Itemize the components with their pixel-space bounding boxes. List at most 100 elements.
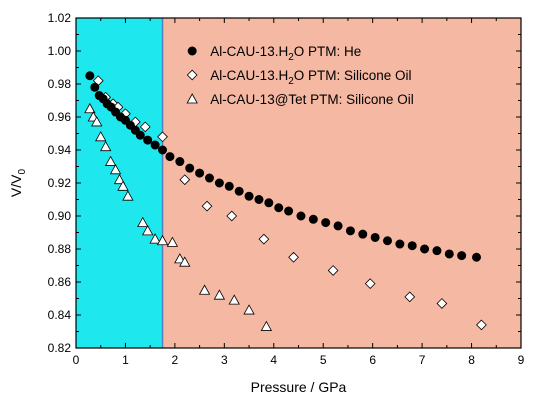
legend-marker-1: [187, 46, 197, 56]
y-tick-label: 0.88: [48, 242, 72, 256]
series-2-point: [139, 121, 151, 133]
legend-label-part: O PTM: He: [294, 44, 362, 59]
series-1-point: [264, 198, 274, 208]
series-3-point: [142, 225, 154, 236]
y-tick-label: 0.98: [48, 77, 72, 91]
plot-frame: [75, 17, 522, 349]
data-markers: [84, 71, 487, 331]
series-3-point: [91, 116, 103, 127]
y-axis-title-subscript: 0: [17, 168, 28, 174]
legend-label-2: Al-CAU-13.H2O PTM: Silicone Oil: [210, 68, 411, 87]
series-1-point: [254, 195, 264, 204]
series-1-point: [274, 203, 284, 213]
series-1-point: [383, 236, 392, 246]
series-1-point: [358, 229, 368, 239]
series-1-point: [444, 249, 454, 259]
x-tick-label: 4: [270, 353, 277, 367]
series-1-point: [472, 252, 481, 262]
series-2-point: [327, 265, 339, 276]
x-axis-title: Pressure / GPa: [251, 379, 347, 395]
x-tick-label: 2: [172, 353, 179, 367]
x-tick-label: 5: [320, 353, 327, 367]
legend-label-part: O PTM: Silicone Oil: [294, 68, 412, 83]
series-1-point: [284, 206, 294, 216]
series-1-point: [85, 71, 95, 81]
legend-label-part: 2: [288, 52, 294, 63]
series-2-point: [404, 291, 416, 303]
y-tick-label: 0.86: [48, 275, 72, 289]
x-tick-label: 9: [518, 353, 525, 367]
series-3-point: [109, 163, 122, 175]
x-tick-label: 1: [122, 353, 129, 367]
series-1-point: [165, 152, 175, 162]
y-tick-label: 1.02: [48, 11, 72, 25]
legend-label-part: Al-CAU-13.H: [210, 44, 288, 59]
series-3-point: [149, 233, 161, 244]
series-1-point: [296, 211, 306, 221]
series-1-point: [370, 232, 380, 242]
series-3-point: [260, 320, 273, 331]
series-3-point: [228, 294, 240, 305]
y-tick-label: 0.92: [48, 176, 72, 190]
series-3-point: [84, 102, 96, 114]
y-tick-label: 0.90: [48, 209, 72, 223]
series-1-point: [205, 173, 214, 183]
series-1-point: [185, 163, 195, 173]
legend-marker-3: [186, 93, 198, 104]
y-tick-label: 0.94: [48, 143, 72, 157]
series-1-point: [457, 251, 467, 261]
x-axis-ticks: 0 1 2 3 4 5 6 7 8 9: [73, 18, 525, 367]
series-3-point: [104, 155, 117, 166]
series-3-point: [166, 236, 179, 247]
series-1-point: [195, 168, 205, 178]
series-3-point: [174, 253, 186, 264]
series-1-point: [143, 135, 153, 145]
series-1-point: [150, 140, 160, 150]
series-1-point: [420, 244, 430, 254]
series-3-point: [95, 130, 107, 142]
y-tick-label: 0.82: [48, 341, 72, 355]
series-1-point: [333, 221, 343, 231]
series-1-point: [234, 186, 244, 196]
series-2-point: [226, 210, 238, 222]
x-tick-label: 3: [221, 353, 228, 367]
series-1-point: [135, 130, 145, 140]
series-1-point: [395, 239, 405, 249]
legend-marker-2: [186, 69, 198, 81]
x-tick-label: 7: [419, 353, 426, 367]
legend-label-3: Al-CAU-13@Tet PTM: Silicone Oil: [210, 92, 414, 107]
series-3-point: [243, 304, 255, 315]
series-2-point: [157, 131, 168, 143]
legend-label-part: 2: [288, 76, 294, 87]
series-2-point: [476, 319, 487, 331]
series-1-point: [308, 214, 318, 224]
series-1-point: [321, 218, 331, 228]
series-3-point: [179, 256, 191, 267]
series-1-point: [224, 181, 234, 191]
x-tick-label: 6: [369, 353, 376, 367]
y-tick-label: 0.84: [48, 308, 72, 322]
legend-label-part: Al-CAU-13@Tet PTM: Silicone Oil: [210, 92, 414, 107]
x-tick-label: 8: [468, 353, 475, 367]
series-3-point: [156, 234, 169, 246]
y-axis-title-base: V/V: [8, 174, 24, 197]
series-3-point: [198, 284, 211, 295]
y-tick-label: 1.00: [48, 44, 72, 58]
series-2-point: [258, 233, 270, 245]
series-1-point: [90, 82, 100, 92]
series-3-point: [122, 190, 134, 201]
series-2-point: [436, 298, 448, 309]
series-2-point: [201, 200, 213, 212]
series-1-point: [214, 178, 224, 188]
legend-label-1: Al-CAU-13.H2O PTM: He: [210, 44, 361, 63]
series-1-point: [175, 157, 185, 167]
series-1-point: [345, 226, 355, 236]
y-axis-title: V/V0: [8, 168, 28, 197]
series-3-point: [213, 289, 226, 300]
legend-label-part: Al-CAU-13.H: [210, 68, 288, 83]
series-1-point: [244, 191, 254, 201]
series-3-point: [117, 180, 129, 191]
x-tick-label: 0: [73, 353, 80, 367]
